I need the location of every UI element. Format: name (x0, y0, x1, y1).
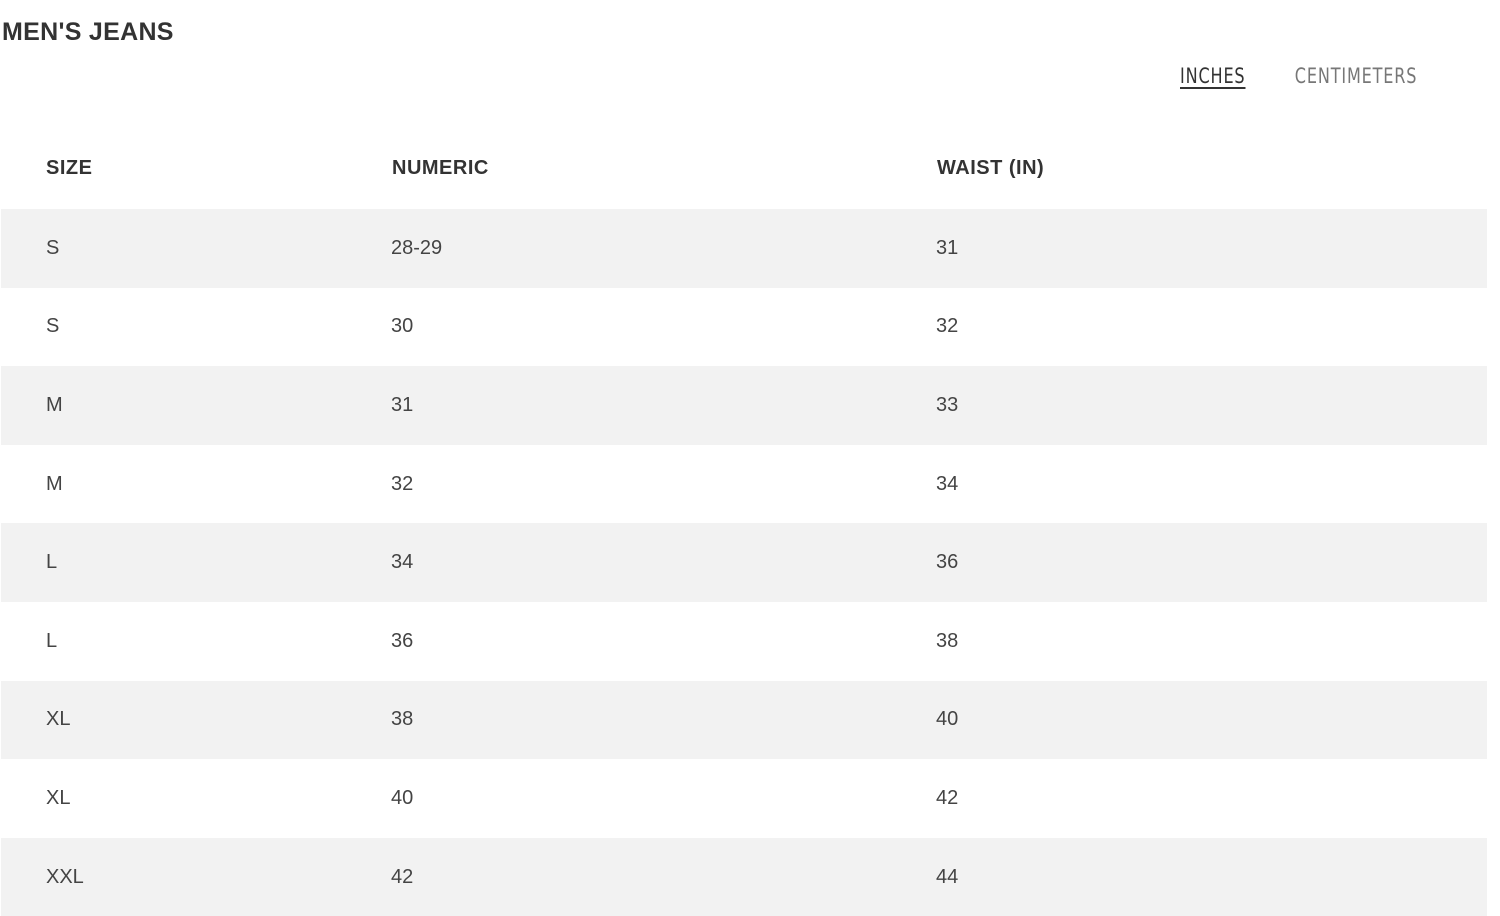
waist-cell: 44 (936, 837, 1487, 916)
numeric-cell: 34 (391, 523, 936, 602)
size-cell: L (1, 523, 391, 602)
header-numeric: NUMERIC (392, 156, 489, 179)
size-cell: M (1, 366, 391, 445)
size-cell: S (46, 315, 60, 338)
size-cell: XXL (1, 837, 391, 916)
table-row: M 31 33 (1, 366, 1487, 445)
numeric-cell: 28-29 (391, 209, 936, 288)
waist-cell: 36 (936, 523, 1487, 602)
numeric-cell: 42 (391, 837, 936, 916)
numeric-cell: 30 (391, 315, 414, 338)
table-row: L 36 38 (1, 602, 1487, 681)
centimeters-tab[interactable]: CENTIMETERS (1294, 64, 1418, 88)
table-row: S 30 32 (1, 288, 1487, 367)
table-header-row: SIZE NUMERIC WAIST (IN) (1, 127, 1487, 209)
unit-toggle: INCHES CENTIMETERS (1180, 64, 1417, 88)
numeric-cell: 36 (391, 629, 414, 652)
waist-cell: 31 (936, 209, 1487, 288)
waist-cell: 32 (936, 315, 959, 338)
inches-tab[interactable]: INCHES (1180, 64, 1246, 88)
page-title: MEN'S JEANS (2, 18, 174, 46)
header-size: SIZE (46, 156, 93, 179)
size-cell: L (46, 629, 58, 652)
waist-cell: 40 (936, 680, 1487, 760)
table-row: M 32 34 (1, 445, 1487, 524)
table-row: S 28-29 31 (1, 209, 1487, 288)
numeric-cell: 40 (391, 786, 414, 809)
table-row: XXL 42 44 (1, 837, 1487, 916)
size-cell: S (1, 209, 391, 288)
waist-cell: 34 (936, 472, 959, 495)
table-row: XL 40 42 (1, 759, 1487, 838)
header-waist: WAIST (IN) (937, 156, 1045, 179)
waist-cell: 33 (936, 366, 1487, 445)
size-cell: XL (46, 786, 71, 809)
numeric-cell: 31 (391, 366, 936, 445)
numeric-cell: 32 (391, 472, 414, 495)
table-row: XL 38 40 (1, 680, 1487, 760)
size-cell: M (46, 472, 63, 495)
size-cell: XL (1, 680, 391, 760)
numeric-cell: 38 (391, 680, 936, 760)
waist-cell: 42 (936, 786, 959, 809)
table-row: L 34 36 (1, 523, 1487, 602)
waist-cell: 38 (936, 629, 959, 652)
size-chart-table: SIZE NUMERIC WAIST (IN) S 28-29 31 S 30 32 M 31… (1, 127, 1487, 916)
